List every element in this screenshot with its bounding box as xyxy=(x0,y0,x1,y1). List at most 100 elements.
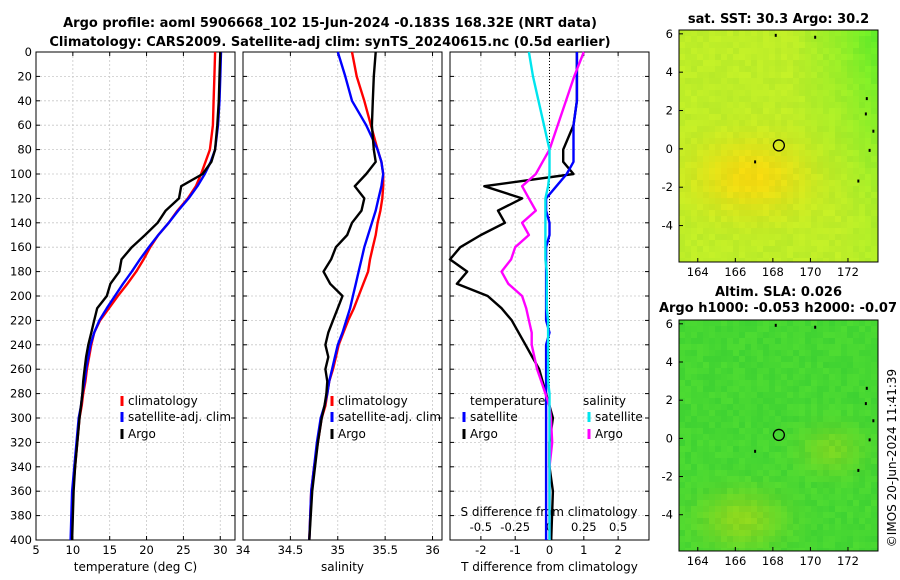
lon-tick-label: 164 xyxy=(687,265,709,279)
heatmap-cell xyxy=(787,30,794,37)
heatmap-cell xyxy=(715,398,722,405)
heatmap-cell xyxy=(781,36,788,43)
heatmap-cell xyxy=(853,102,860,109)
heatmap-cell xyxy=(841,536,848,543)
heatmap-cell xyxy=(829,320,836,327)
heatmap-cell xyxy=(853,344,860,351)
heatmap-cell xyxy=(739,30,746,37)
heatmap-cell xyxy=(751,132,758,139)
heatmap-cell xyxy=(685,410,692,417)
heatmap-cell xyxy=(787,440,794,447)
heatmap-cell xyxy=(703,332,710,339)
heatmap-cell xyxy=(697,452,704,459)
heatmap-cell xyxy=(751,404,758,411)
heatmap-cell xyxy=(787,428,794,435)
heatmap-cell xyxy=(805,90,812,97)
heatmap-cell xyxy=(733,30,740,37)
legend-s-satellite-label: satellite xyxy=(595,410,643,424)
heatmap-cell xyxy=(691,258,698,263)
heatmap-cell xyxy=(685,326,692,333)
heatmap-cell xyxy=(769,222,776,229)
heatmap-cell xyxy=(745,452,752,459)
heatmap-cell xyxy=(865,446,872,453)
heatmap-cell xyxy=(739,512,746,519)
heatmap-cell xyxy=(763,428,770,435)
heatmap-cell xyxy=(841,246,848,253)
heatmap-cell xyxy=(733,476,740,483)
heatmap-cell xyxy=(793,380,800,387)
heatmap-cell xyxy=(817,78,824,85)
heatmap-cell xyxy=(787,48,794,55)
heatmap-cell xyxy=(793,132,800,139)
heatmap-cell xyxy=(727,548,734,552)
heatmap-cell xyxy=(727,368,734,375)
heatmap-cell xyxy=(823,72,830,79)
heatmap-cell xyxy=(823,222,830,229)
heatmap-cell xyxy=(793,150,800,157)
heatmap-cell xyxy=(829,368,836,375)
heatmap-cell xyxy=(817,482,824,489)
heatmap-cell xyxy=(691,234,698,241)
heatmap-cell xyxy=(763,332,770,339)
lat-tick-label: 0 xyxy=(666,142,673,156)
heatmap-cell xyxy=(691,512,698,519)
heatmap-cell xyxy=(721,66,728,73)
heatmap-cell xyxy=(715,452,722,459)
heatmap-cell xyxy=(751,258,758,263)
heatmap-cell xyxy=(685,386,692,393)
heatmap-cell xyxy=(733,144,740,151)
heatmap-cell xyxy=(781,410,788,417)
heatmap-cell xyxy=(709,126,716,133)
heatmap-cell xyxy=(703,126,710,133)
heatmap-cell xyxy=(781,470,788,477)
heatmap-cell xyxy=(865,506,872,513)
heatmap-cell xyxy=(871,48,878,55)
heatmap-cell xyxy=(715,530,722,537)
heatmap-cell xyxy=(859,234,866,241)
heatmap-cell xyxy=(835,162,842,169)
heatmap-cell xyxy=(829,78,836,85)
heatmap-cell xyxy=(799,542,806,549)
heatmap-cell xyxy=(793,192,800,199)
heatmap-cell xyxy=(787,42,794,49)
heatmap-cell xyxy=(769,326,776,333)
heatmap-cell xyxy=(799,252,806,259)
legend-argo-label: Argo xyxy=(128,427,156,441)
heatmap-cell xyxy=(709,344,716,351)
heatmap-cell xyxy=(727,362,734,369)
heatmap-cell xyxy=(685,536,692,543)
heatmap-cell xyxy=(739,518,746,525)
heatmap-cell xyxy=(679,120,686,127)
heatmap-cell xyxy=(709,210,716,217)
heatmap-cell xyxy=(769,144,776,151)
heatmap-cell xyxy=(733,428,740,435)
heatmap-cell xyxy=(817,240,824,247)
heatmap-cell xyxy=(685,162,692,169)
heatmap-cell xyxy=(793,54,800,61)
heatmap-cell xyxy=(679,506,686,513)
heatmap-cell xyxy=(805,524,812,531)
heatmap-cell xyxy=(709,482,716,489)
heatmap-cell xyxy=(715,48,722,55)
heatmap-cell xyxy=(709,90,716,97)
heatmap-cell xyxy=(835,494,842,501)
heatmap-cell xyxy=(763,506,770,513)
heatmap-cell xyxy=(841,48,848,55)
heatmap-cell xyxy=(751,180,758,187)
heatmap-cell xyxy=(805,54,812,61)
heatmap-cell xyxy=(715,512,722,519)
depth-tick-label: 20 xyxy=(17,69,32,83)
heatmap-cell xyxy=(685,470,692,477)
heatmap-cell xyxy=(721,338,728,345)
heatmap-cell xyxy=(865,222,872,229)
heatmap-cell xyxy=(841,428,848,435)
heatmap-cell xyxy=(841,422,848,429)
heatmap-cell xyxy=(733,452,740,459)
heatmap-cell xyxy=(775,530,782,537)
heatmap-cell xyxy=(775,410,782,417)
heatmap-cell xyxy=(709,222,716,229)
heatmap-cell xyxy=(745,84,752,91)
heatmap-cell xyxy=(835,198,842,205)
heatmap-cell xyxy=(805,246,812,253)
heatmap-cell xyxy=(817,162,824,169)
